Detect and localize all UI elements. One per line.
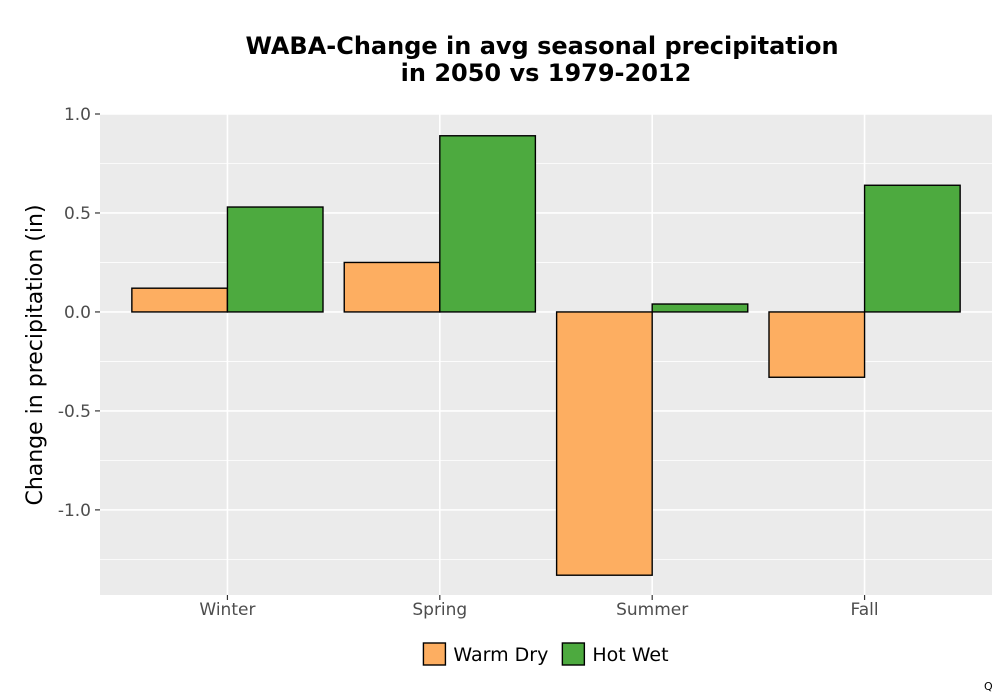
y-axis: -1.0 -0.5 0.0 0.5 1.0 <box>58 105 100 521</box>
bar <box>131 287 229 313</box>
y-tick-label: 0.0 <box>64 303 91 323</box>
bars <box>131 135 961 576</box>
legend-label: Warm Dry <box>453 644 548 666</box>
bar <box>651 303 749 313</box>
y-axis-title: Change in precipitation (in) <box>23 204 48 505</box>
bar <box>439 135 537 313</box>
x-tick-label: Winter <box>199 600 255 620</box>
bar <box>863 184 961 313</box>
y-tick-label: 1.0 <box>64 105 91 125</box>
bar <box>226 206 324 313</box>
x-axis: Winter Spring Summer Fall <box>199 595 879 620</box>
legend-label: Hot Wet <box>592 644 668 666</box>
y-tick-label: -0.5 <box>58 402 91 422</box>
chart-title-line-1: WABA-Change in avg seasonal precipitatio… <box>245 32 838 60</box>
x-tick-label: Spring <box>412 600 467 620</box>
legend: Warm Dry Hot Wet <box>422 642 669 666</box>
x-tick-label: Summer <box>616 600 688 620</box>
x-tick-label: Fall <box>851 600 879 620</box>
corner-mark: Q <box>984 680 993 693</box>
bar <box>343 261 441 313</box>
y-tick-label: 0.5 <box>64 204 91 224</box>
bar <box>768 311 866 378</box>
bar <box>555 311 653 576</box>
chart-title-line-2: in 2050 vs 1979-2012 <box>401 59 692 87</box>
legend-key <box>561 642 586 666</box>
legend-key <box>422 642 447 666</box>
y-tick-label: -1.0 <box>58 501 91 521</box>
